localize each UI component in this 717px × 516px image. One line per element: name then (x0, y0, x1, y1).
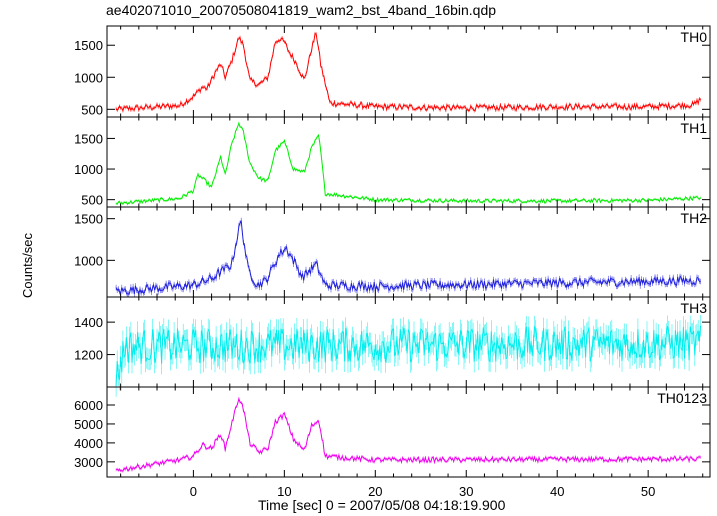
y-tick-label: 1500 (74, 131, 103, 146)
x-tick-label: 10 (277, 484, 291, 499)
series-line-th1 (115, 121, 701, 206)
y-tick-label: 1000 (74, 70, 103, 85)
y-tick-label: 1000 (74, 253, 103, 268)
series-errorbars-th0123 (115, 397, 701, 473)
panel-frame-th0 (106, 25, 711, 118)
y-tick-label: 1500 (74, 212, 103, 227)
y-tick-label: 500 (81, 193, 103, 208)
panel-frame-th3 (106, 296, 711, 388)
panel-frame-th0123 (106, 386, 711, 478)
series-line-th3 (115, 325, 701, 387)
y-tick-label: 5000 (74, 417, 103, 432)
series-errorbars-th1 (115, 122, 701, 206)
panel-label-th2: TH2 (681, 210, 708, 226)
series-errorbars-th2 (115, 217, 701, 297)
panel-label-th3: TH3 (681, 300, 708, 316)
chart-title: ae402071010_20070508041819_wam2_bst_4ban… (106, 2, 497, 18)
y-tick-label: 4000 (74, 436, 103, 451)
panel-label-th0123: TH0123 (657, 390, 707, 406)
series-errorbars-th0 (115, 31, 701, 113)
panel-frame-th1 (106, 116, 711, 208)
y-tick-label: 1200 (74, 348, 103, 363)
y-tick-label: 3000 (74, 455, 103, 470)
series-line-th0123 (115, 396, 701, 472)
series-line-th0 (115, 32, 701, 113)
y-tick-label: 6000 (74, 398, 103, 413)
x-axis-label: Time [sec] 0 = 2007/05/08 04:18:19.900 (258, 497, 506, 513)
x-tick-label: 20 (368, 484, 382, 499)
x-tick-label: 30 (459, 484, 473, 499)
y-tick-label: 1400 (74, 315, 103, 330)
panel-label-th1: TH1 (681, 120, 708, 136)
panel-label-th0: TH0 (681, 29, 708, 45)
series-line-th2 (115, 220, 701, 296)
y-axis-label: Counts/sec (20, 232, 35, 298)
y-tick-label: 1000 (74, 162, 103, 177)
x-tick-label: 0 (190, 484, 197, 499)
x-tick-label: 40 (550, 484, 564, 499)
y-tick-label: 1500 (74, 38, 103, 53)
x-tick-label: 50 (641, 484, 655, 499)
y-tick-label: 500 (81, 102, 103, 117)
